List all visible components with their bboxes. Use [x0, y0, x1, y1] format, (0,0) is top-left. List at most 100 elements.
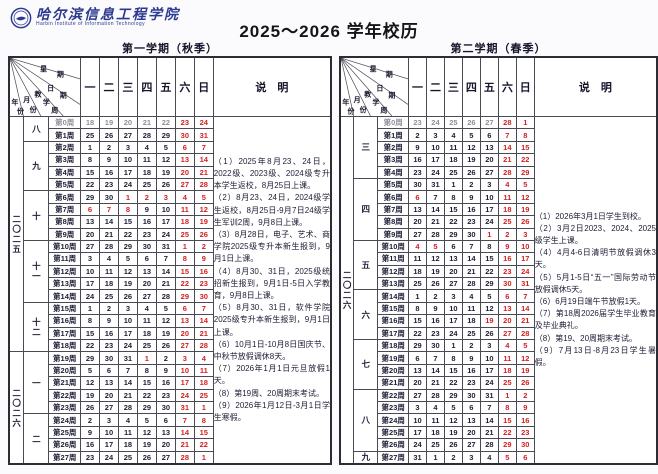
weekday-header: 六	[174, 56, 195, 117]
day-cell: 26	[136, 450, 157, 465]
day-cell: 28	[497, 115, 517, 130]
svg-text:份: 份	[360, 105, 368, 114]
svg-text:期: 期	[386, 70, 393, 79]
note-item: （8）第19周、20周期末考试。	[213, 388, 325, 398]
day-cell: 10	[425, 140, 445, 155]
day-cell: 7	[98, 202, 119, 217]
day-cell: 24	[155, 227, 176, 241]
day-cell: 2	[136, 190, 157, 204]
weekday-header: 四	[136, 56, 157, 117]
svg-text:学: 学	[372, 97, 379, 106]
day-cell: 20	[174, 326, 195, 341]
day-cell: 20	[408, 376, 427, 390]
day-cell: 28	[497, 165, 517, 179]
day-cell: 10	[174, 363, 195, 378]
week-label: 第9周	[377, 227, 409, 241]
day-cell: 23	[497, 264, 517, 279]
day-cell: 16	[408, 153, 427, 167]
day-cell: 15	[117, 215, 138, 229]
day-cell: 8	[497, 400, 517, 415]
day-cell: 7	[461, 239, 481, 254]
svg-text:份: 份	[30, 105, 38, 114]
day-cell: 8	[80, 314, 100, 328]
svg-text:份: 份	[17, 107, 25, 116]
day-cell: 23	[461, 215, 481, 229]
day-cell: 21	[193, 326, 214, 341]
day-cell: 11	[408, 252, 427, 266]
day-cell: 18	[425, 425, 445, 440]
day-cell: 29	[443, 388, 463, 403]
weekday-header: 四	[461, 56, 481, 117]
day-cell: 4	[193, 351, 214, 365]
day-cell: 2	[98, 140, 119, 155]
semester-1-table-host: 星期日期教学周月份年份一二三四五六日说 明二〇二五八第0周 18 19 20 21 22 2…	[8, 56, 332, 465]
day-cell: 6	[515, 450, 535, 465]
day-cell: 19	[461, 153, 481, 167]
day-cell: 10	[98, 425, 119, 440]
day-cell: 29	[408, 339, 427, 353]
day-cell: 2	[461, 339, 481, 353]
day-cell: 16	[461, 363, 481, 378]
day-cell: 17	[98, 438, 119, 452]
month-label: 六	[353, 289, 379, 341]
day-cell: 26	[443, 438, 463, 452]
day-cell: 5	[515, 339, 535, 353]
day-cell: 24	[479, 376, 499, 390]
day-cell: 10	[515, 239, 535, 254]
svg-text:日: 日	[376, 84, 383, 92]
day-cell: 4	[425, 400, 445, 415]
day-cell: 4	[98, 252, 119, 266]
day-cell: 26	[98, 128, 119, 142]
semester-2-table-host: 星期日期教学周月份年份一二三四五六日说 明二〇二六三第0周 23 24 25 26 27 2…	[339, 56, 658, 465]
week-label: 第7周	[377, 202, 409, 217]
day-cell: 24	[80, 289, 100, 303]
note-item: （9）2026年1月12日-3月1日学生寒假。	[213, 400, 330, 422]
day-cell: 26	[155, 177, 176, 192]
week-label: 第18周	[377, 339, 409, 353]
day-cell: 25	[136, 339, 157, 353]
year-label: 二〇二六	[339, 115, 355, 465]
month-label: 五	[353, 239, 379, 291]
notes-cell: （1）2025年8月23、24日，2022级、2023级、2024级专升本学生返…	[212, 115, 332, 465]
day-cell: 24	[193, 115, 214, 130]
day-cell: 4	[174, 190, 195, 204]
day-cell: 28	[515, 326, 535, 341]
day-cell: 1	[479, 227, 499, 241]
weekday-header: 五	[155, 56, 176, 117]
week-label: 第0周	[48, 115, 81, 130]
day-cell: 9	[80, 425, 100, 440]
day-cell: 1	[117, 190, 138, 204]
day-cell: 22	[193, 438, 214, 452]
note-item: （1）2026年3月1日学生到校。	[534, 211, 646, 221]
day-cell: 18	[80, 115, 100, 130]
day-cell: 12	[443, 413, 463, 427]
week-label: 第3周	[377, 153, 409, 167]
day-cell: 17	[117, 326, 138, 341]
day-cell: 25	[443, 165, 463, 179]
day-cell: 9	[461, 190, 481, 204]
week-label: 第6周	[48, 190, 81, 204]
day-cell: 12	[515, 351, 535, 365]
day-cell: 4	[461, 289, 481, 303]
month-label: 十二	[23, 301, 50, 353]
day-cell: 16	[193, 264, 214, 279]
day-cell: 1	[443, 177, 463, 192]
note-item: （6）6月19日端午节放假1天。	[534, 297, 646, 307]
day-cell: 2	[80, 413, 100, 427]
day-cell: 25	[80, 128, 100, 142]
day-cell: 2	[461, 177, 481, 192]
day-cell: 31	[155, 239, 176, 254]
day-cell: 21	[479, 425, 499, 440]
day-cell: 2	[497, 227, 517, 241]
day-cell: 19	[515, 202, 535, 217]
day-cell: 8	[515, 128, 535, 142]
day-cell: 9	[515, 400, 535, 415]
day-cell: 30	[98, 351, 119, 365]
semester-2-title: 第二学期（春季）	[450, 43, 547, 55]
day-cell: 1	[497, 388, 517, 403]
day-cell: 16	[425, 314, 445, 328]
day-cell: 19	[98, 115, 119, 130]
week-label: 第22周	[48, 388, 81, 403]
day-cell: 9	[193, 252, 214, 266]
day-cell: 4	[479, 450, 499, 465]
